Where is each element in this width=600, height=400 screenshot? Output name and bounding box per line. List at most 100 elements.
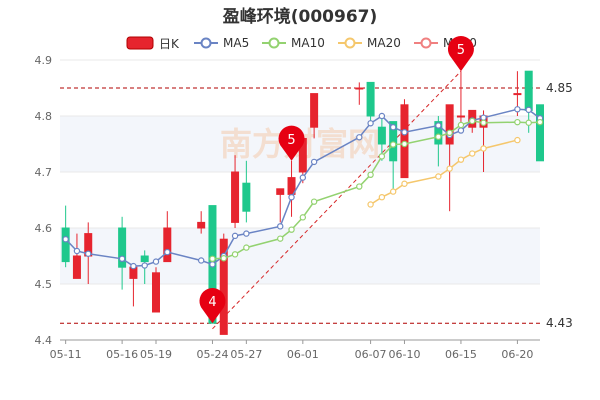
candle-body — [231, 171, 240, 223]
ma-point — [277, 235, 284, 242]
grid-band — [60, 228, 540, 284]
legend-item-k[interactable]: 日K — [126, 33, 179, 53]
candle-body — [434, 121, 443, 145]
reference-line-label: 4.85 — [546, 81, 573, 95]
ma-point — [299, 174, 307, 181]
candle-body — [72, 255, 81, 279]
ma-point — [457, 127, 465, 134]
ma-point — [480, 145, 487, 152]
ma-point — [446, 165, 453, 172]
candle-body — [140, 255, 149, 263]
y-tick-label: 4.8 — [35, 110, 53, 123]
ma-point — [435, 133, 442, 140]
marker-pin: 5 — [447, 36, 474, 72]
chart-title: 盈峰环境(000967) — [222, 7, 378, 27]
ma-point — [243, 244, 250, 251]
ma-point — [310, 158, 318, 166]
ma-point — [356, 183, 363, 190]
ma-point — [141, 262, 148, 269]
ma-point — [480, 119, 487, 126]
candle-body — [163, 227, 172, 263]
ma-point — [514, 106, 521, 113]
x-tick-label: 06-15 — [445, 348, 477, 361]
legend-item-ma20[interactable]: MA20 — [338, 33, 401, 53]
ma-point — [446, 129, 453, 136]
reference-line-label: 4.43 — [546, 316, 573, 330]
legend-label: MA10 — [291, 36, 325, 50]
ma-point — [378, 153, 386, 160]
marker-pin: 5 — [278, 125, 305, 161]
ma-point — [389, 123, 397, 131]
candle-body — [389, 121, 398, 162]
legend-item-ma5[interactable]: MA5 — [194, 33, 249, 53]
x-tick-label: 06-20 — [501, 348, 533, 361]
ma-point — [220, 255, 227, 262]
candle-body — [276, 188, 285, 195]
candle — [197, 211, 206, 234]
ma-point — [130, 262, 137, 270]
x-tick-label: 06-01 — [287, 348, 319, 361]
y-tick-label: 4.7 — [35, 166, 53, 179]
ma-point — [277, 223, 284, 230]
ma-point — [457, 156, 465, 163]
candle-body — [118, 227, 127, 268]
x-tick-label: 05-16 — [106, 348, 138, 361]
candle — [535, 104, 545, 162]
marker-pin-shape — [199, 288, 226, 324]
ma-point — [480, 114, 487, 121]
candle — [445, 104, 454, 212]
candle-body — [242, 182, 251, 212]
ma-point — [525, 119, 532, 126]
y-tick-label: 4.5 — [35, 278, 53, 291]
marker-label: 4 — [208, 295, 216, 310]
ma-point — [231, 232, 239, 240]
x-tick-label: 06-07 — [355, 348, 387, 361]
ma-point — [209, 255, 216, 262]
candle — [219, 233, 228, 335]
marker-pin: 4 — [199, 288, 226, 324]
candle — [72, 233, 81, 279]
candle-body — [151, 272, 161, 313]
legend-label: 日K — [159, 36, 179, 51]
ma-point — [197, 257, 205, 264]
candle-body — [61, 227, 70, 263]
candle-body — [535, 104, 545, 162]
ma-point — [378, 112, 386, 120]
candle-body — [445, 104, 454, 145]
ma-point — [209, 261, 216, 268]
x-tick-label: 05-19 — [140, 348, 172, 361]
candle — [355, 82, 364, 105]
ma-point — [299, 214, 307, 221]
candle-body — [524, 70, 533, 111]
ma-point — [389, 141, 397, 148]
candle — [276, 188, 285, 223]
ma-point — [469, 117, 476, 125]
line-legend-icon — [414, 37, 438, 49]
ma-point — [288, 193, 295, 201]
ma-point — [310, 198, 318, 205]
candle — [231, 155, 240, 228]
ma-point — [367, 120, 374, 127]
x-tick-label: 05-11 — [50, 348, 82, 361]
ma-point — [152, 258, 160, 265]
ma-point — [401, 140, 408, 148]
ma-point — [164, 248, 171, 256]
ma-point — [435, 173, 442, 180]
ma-point — [85, 250, 92, 257]
candle-body — [456, 115, 465, 118]
ma-point — [401, 180, 408, 187]
candle-legend-icon — [126, 36, 154, 50]
ma-line-ma20 — [370, 139, 518, 206]
candle-body — [355, 87, 364, 90]
ma-point — [367, 171, 374, 178]
ma-point — [435, 122, 442, 129]
candle-body — [310, 93, 319, 128]
marker-label: 5 — [287, 133, 295, 148]
candle — [151, 267, 161, 313]
ma-point — [525, 106, 532, 114]
candle — [400, 99, 409, 179]
legend-item-ma10[interactable]: MA10 — [262, 33, 325, 53]
line-legend-icon — [338, 37, 362, 49]
y-tick-label: 4.4 — [35, 334, 53, 347]
